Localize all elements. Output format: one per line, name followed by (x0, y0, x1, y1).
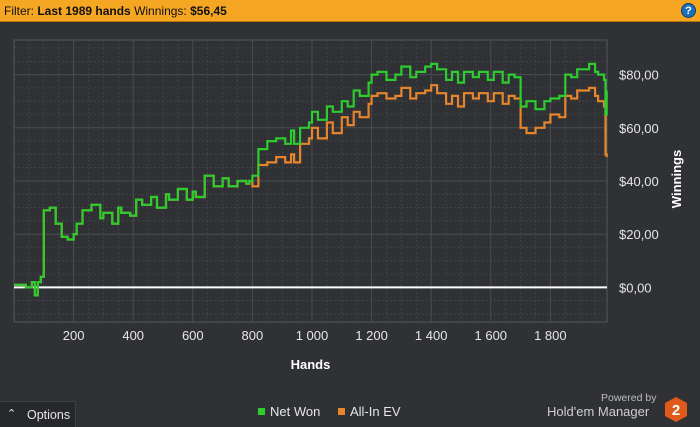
filter-bar: Filter: Last 1989 hands Winnings: $56,45… (0, 0, 700, 22)
x-tick-label: 800 (242, 328, 264, 343)
x-tick-label: 1 600 (475, 328, 508, 343)
filter-text: Filter: Last 1989 hands Winnings: $56,45 (4, 4, 227, 18)
x-axis-title: Hands (291, 357, 331, 372)
legend-label-all-in-ev: All-In EV (349, 404, 401, 419)
hem2-logo-icon: 2 (665, 397, 687, 422)
filter-prefix: Filter: (4, 4, 34, 18)
legend-item-all-in-ev[interactable]: All-In EV (337, 404, 401, 419)
winnings-value: $56,45 (190, 4, 227, 18)
legend-label-net-won: Net Won (270, 404, 321, 419)
y-tick-label: $20,00 (619, 227, 659, 242)
x-tick-label: 400 (122, 328, 144, 343)
legend-swatch-all-in-ev (337, 408, 345, 415)
brand-name: Hold'em Manager (547, 404, 650, 419)
x-tick-label: 1 000 (296, 328, 329, 343)
x-tick-label: 200 (63, 328, 85, 343)
chart-legend: Net Won All-In EV (258, 404, 415, 419)
y-tick-label: $40,00 (619, 174, 659, 189)
x-tick-label: 600 (182, 328, 204, 343)
y-tick-label: $0,00 (619, 280, 652, 295)
x-tick-label: 1 200 (355, 328, 388, 343)
winnings-chart: 200 400 600 800 1 000 1 200 1 400 1 600 1 800 $0,… (13, 39, 684, 372)
logo-text: 2 (672, 402, 680, 419)
y-axis-title: Winnings (669, 150, 684, 208)
series-line-net-won (14, 62, 608, 297)
filter-value[interactable]: Last 1989 hands (37, 4, 131, 18)
help-icon[interactable]: ? (681, 3, 696, 18)
options-label: Options (27, 408, 71, 422)
x-tick-label: 1 400 (415, 328, 448, 343)
y-tick-label: $60,00 (619, 121, 659, 136)
winnings-label: Winnings: (134, 4, 187, 18)
legend-swatch-net-won (258, 408, 265, 415)
y-tick-label: $80,00 (619, 68, 659, 83)
legend-item-net-won[interactable]: Net Won (258, 404, 320, 419)
chevron-up-icon: ⌃ (7, 408, 17, 420)
options-button[interactable]: ⌃ Options (0, 401, 76, 427)
x-tick-label: 1 800 (534, 328, 567, 343)
powered-by-text: Powered by (601, 392, 657, 404)
